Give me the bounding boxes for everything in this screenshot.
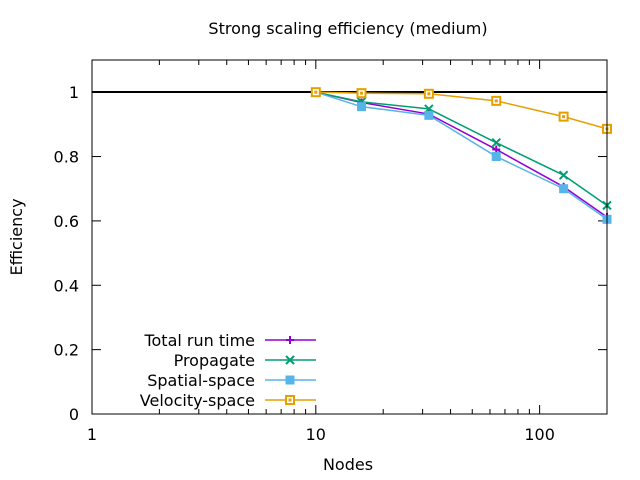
data-point bbox=[424, 110, 434, 120]
series-2 bbox=[311, 87, 612, 224]
data-point-center bbox=[314, 90, 318, 94]
series-3 bbox=[310, 87, 612, 134]
legend-label: Spatial-space bbox=[147, 371, 255, 390]
data-point bbox=[558, 170, 569, 180]
series-line bbox=[315, 91, 608, 130]
legend-label: Velocity-space bbox=[140, 391, 255, 410]
y-tick-label: 0.6 bbox=[54, 212, 79, 231]
data-point bbox=[559, 184, 569, 194]
legend-label: Total run time bbox=[143, 331, 255, 350]
legend-swatch-marker bbox=[285, 355, 295, 365]
y-tick-label: 1 bbox=[69, 83, 79, 102]
legend-swatch-marker bbox=[286, 336, 294, 344]
y-tick-label: 0.4 bbox=[54, 276, 79, 295]
data-point bbox=[491, 152, 501, 162]
y-tick-label: 0.2 bbox=[54, 341, 79, 360]
y-tick-label: 0 bbox=[69, 405, 79, 424]
x-tick-label: 10 bbox=[306, 425, 326, 444]
series-0 bbox=[311, 88, 611, 222]
x-tick-label: 100 bbox=[524, 425, 555, 444]
series-line bbox=[315, 91, 608, 207]
data-point-center bbox=[494, 99, 498, 103]
legend-swatch-marker bbox=[285, 375, 295, 385]
series-line bbox=[315, 91, 608, 220]
legend: Total run timePropagateSpatial-spaceVelo… bbox=[140, 331, 316, 410]
y-axis-label: Efficiency bbox=[7, 198, 26, 275]
legend-swatch-marker-center bbox=[288, 398, 292, 402]
legend-label: Propagate bbox=[174, 351, 255, 370]
series-layer bbox=[310, 87, 612, 224]
y-tick-label: 0.8 bbox=[54, 148, 79, 167]
x-axis-label: Nodes bbox=[323, 455, 373, 474]
data-point bbox=[491, 137, 501, 148]
data-point-center bbox=[427, 92, 431, 96]
data-point bbox=[356, 102, 366, 112]
axis-ticks: 0 0.2 0.4 0.6 0.8 1 1 10 100 bbox=[54, 60, 608, 444]
plot-frame bbox=[91, 59, 608, 415]
data-point-center bbox=[562, 115, 566, 119]
chart-title: Strong scaling efficiency (medium) bbox=[208, 19, 487, 38]
x-tick-label: 1 bbox=[87, 425, 97, 444]
data-point-center bbox=[359, 91, 363, 95]
